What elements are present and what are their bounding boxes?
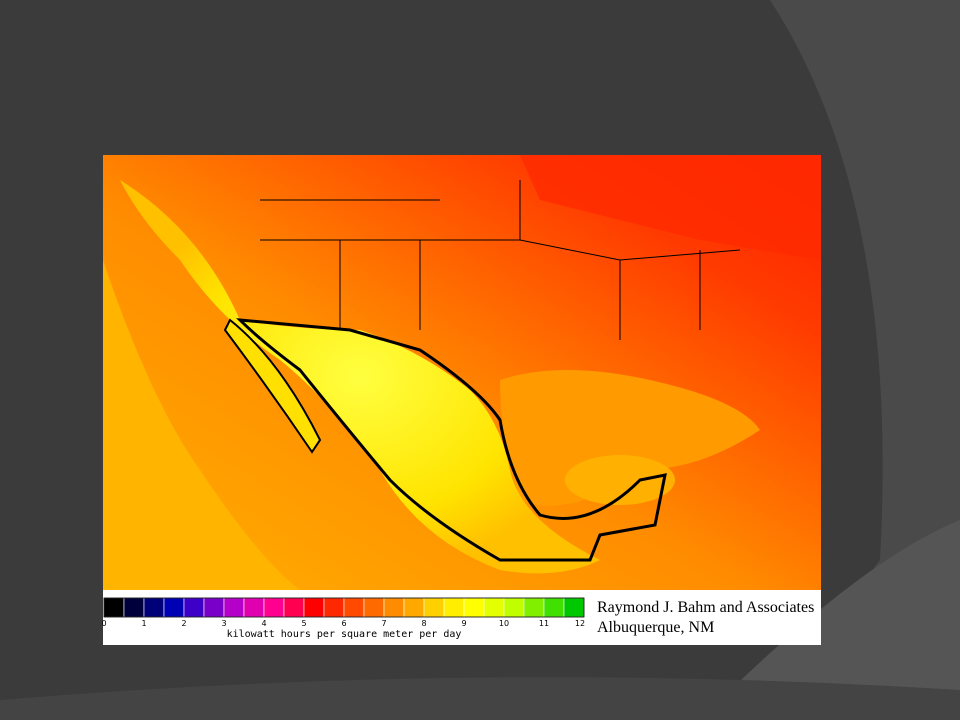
color-swatch	[503, 597, 525, 618]
legend-tick-label: 4	[261, 619, 266, 628]
color-swatch	[483, 597, 505, 618]
state-lines	[260, 180, 741, 340]
color-swatch	[523, 597, 545, 618]
color-swatch	[383, 597, 405, 618]
legend-tick-label: 10	[499, 619, 509, 628]
legend-tick-label: 2	[181, 619, 186, 628]
color-swatch	[223, 597, 245, 618]
color-swatch	[243, 597, 265, 618]
decor-curve	[700, 520, 960, 720]
legend-tick-label: 12	[575, 619, 585, 628]
color-swatch	[303, 597, 325, 618]
legend-tick-label: 3	[221, 619, 226, 628]
legend-tick-label: 0	[101, 619, 106, 628]
legend-tick-label: 6	[341, 619, 346, 628]
color-swatch	[203, 597, 225, 618]
color-swatch	[443, 597, 465, 618]
legend-tick-label: 8	[421, 619, 426, 628]
color-swatch	[423, 597, 445, 618]
color-swatch	[343, 597, 365, 618]
color-swatch	[183, 597, 205, 618]
color-swatch	[103, 597, 125, 618]
gulf-light	[565, 455, 675, 505]
color-bar: 0 1 2 3 4 5 6 7 8 9 10 11 12	[101, 597, 585, 628]
color-swatch	[263, 597, 285, 618]
decor-curve	[760, 0, 960, 720]
credit-line: Raymond J. Bahm and Associates	[597, 599, 814, 616]
color-swatch	[143, 597, 165, 618]
color-swatch	[123, 597, 145, 618]
decor-band	[0, 677, 960, 720]
color-swatch	[283, 597, 305, 618]
pacific	[103, 260, 300, 590]
mexico-border	[236, 318, 667, 562]
color-swatch	[543, 597, 565, 618]
legend-unit: kilowatt hours per square meter per day	[227, 629, 462, 640]
color-swatch	[463, 597, 485, 618]
legend-tick-label: 1	[141, 619, 146, 628]
map	[103, 155, 821, 590]
gulf	[500, 370, 760, 506]
legend-tick-label: 5	[301, 619, 306, 628]
credit-line: Albuquerque, NM	[597, 619, 714, 636]
color-swatch	[563, 597, 585, 618]
color-swatch	[323, 597, 345, 618]
color-swatch	[363, 597, 385, 618]
northeast	[520, 155, 821, 260]
legend-tick-label: 11	[539, 619, 549, 628]
color-swatch	[163, 597, 185, 618]
legend-tick-label: 7	[381, 619, 386, 628]
color-bar-frame	[103, 597, 585, 618]
mexico	[120, 180, 600, 574]
baja	[223, 318, 322, 454]
legend-tick-label: 9	[461, 619, 466, 628]
color-swatch	[403, 597, 425, 618]
